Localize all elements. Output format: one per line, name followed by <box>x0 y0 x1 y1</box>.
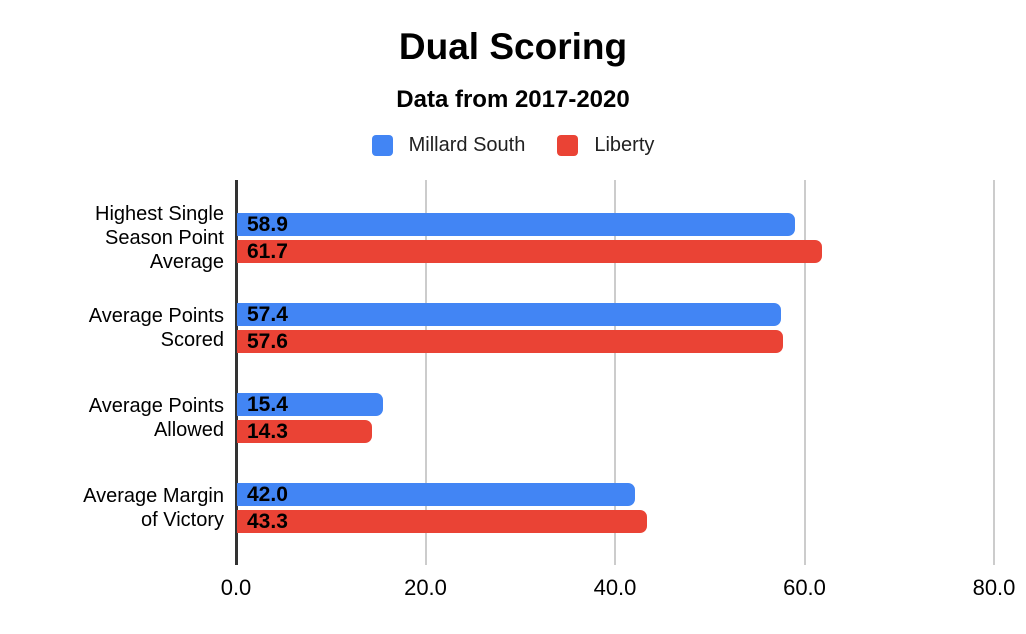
bar-value-label: 15.4 <box>247 392 288 416</box>
category-label: Average Margin of Victory <box>0 484 224 532</box>
x-axis-tick-label: 80.0 <box>972 575 1016 600</box>
gridline <box>614 180 616 565</box>
bar-millard-south: 58.9 <box>237 212 796 236</box>
x-axis-tick-label: 60.0 <box>783 575 826 600</box>
bar-millard-south: 42.0 <box>237 483 635 506</box>
bar-value-label: 14.3 <box>247 419 288 443</box>
bar-liberty: 14.3 <box>237 419 373 443</box>
category-label: Average Points Scored <box>0 304 224 352</box>
bar-liberty: 61.7 <box>237 240 822 263</box>
category-label-line: Scored <box>160 329 224 351</box>
bar-millard-south: 15.4 <box>237 393 383 416</box>
x-axis-tick-label: 20.0 <box>404 575 447 600</box>
gridline <box>803 180 806 565</box>
bar-value-label: 58.9 <box>247 212 288 236</box>
bar-value-label: 57.6 <box>247 329 288 353</box>
chart-title: Dual Scoring <box>398 26 628 67</box>
category-label-line: Season Point <box>105 227 224 249</box>
gridline <box>993 180 995 565</box>
bar-liberty: 57.6 <box>237 330 783 353</box>
legend-item: Liberty <box>557 134 654 157</box>
category-label-line: Highest Single <box>95 203 224 225</box>
category-label-line: Average Margin <box>83 485 224 507</box>
category-label-line: of Victory <box>141 509 224 531</box>
legend-item: Millard South <box>371 134 526 157</box>
x-axis-tick-label: 0.0 <box>220 575 252 600</box>
legend-swatch <box>371 135 393 156</box>
gridline <box>424 180 427 565</box>
legend-label: Liberty <box>594 134 655 156</box>
category-label-line: Average Points <box>88 305 224 327</box>
bar-liberty: 43.3 <box>237 509 648 533</box>
category-label: Average Points Allowed <box>0 394 224 442</box>
bar-millard-south: 57.4 <box>237 303 781 326</box>
bar-value-label: 43.3 <box>247 509 288 533</box>
legend-label: Millard South <box>408 134 526 156</box>
bar-value-label: 42.0 <box>247 482 288 506</box>
category-label-line: Allowed <box>153 419 224 441</box>
plot-area: 58.9 57.4 15.4 42.0 61.7 57.6 14.3 43.3 <box>235 180 1026 565</box>
legend-swatch <box>557 135 579 156</box>
chart-subtitle: Data from 2017-2020 <box>396 86 630 113</box>
bar-value-label: 61.7 <box>247 239 288 263</box>
x-axis-tick-label: 40.0 <box>593 575 637 600</box>
category-label-line: Average <box>149 251 224 273</box>
bar-value-label: 57.4 <box>247 302 288 326</box>
legend: Millard South Liberty <box>0 134 1026 157</box>
category-label-line: Average Points <box>88 395 224 417</box>
category-label: Highest Single Season Point Average <box>0 202 224 274</box>
axis-baseline <box>235 180 238 565</box>
